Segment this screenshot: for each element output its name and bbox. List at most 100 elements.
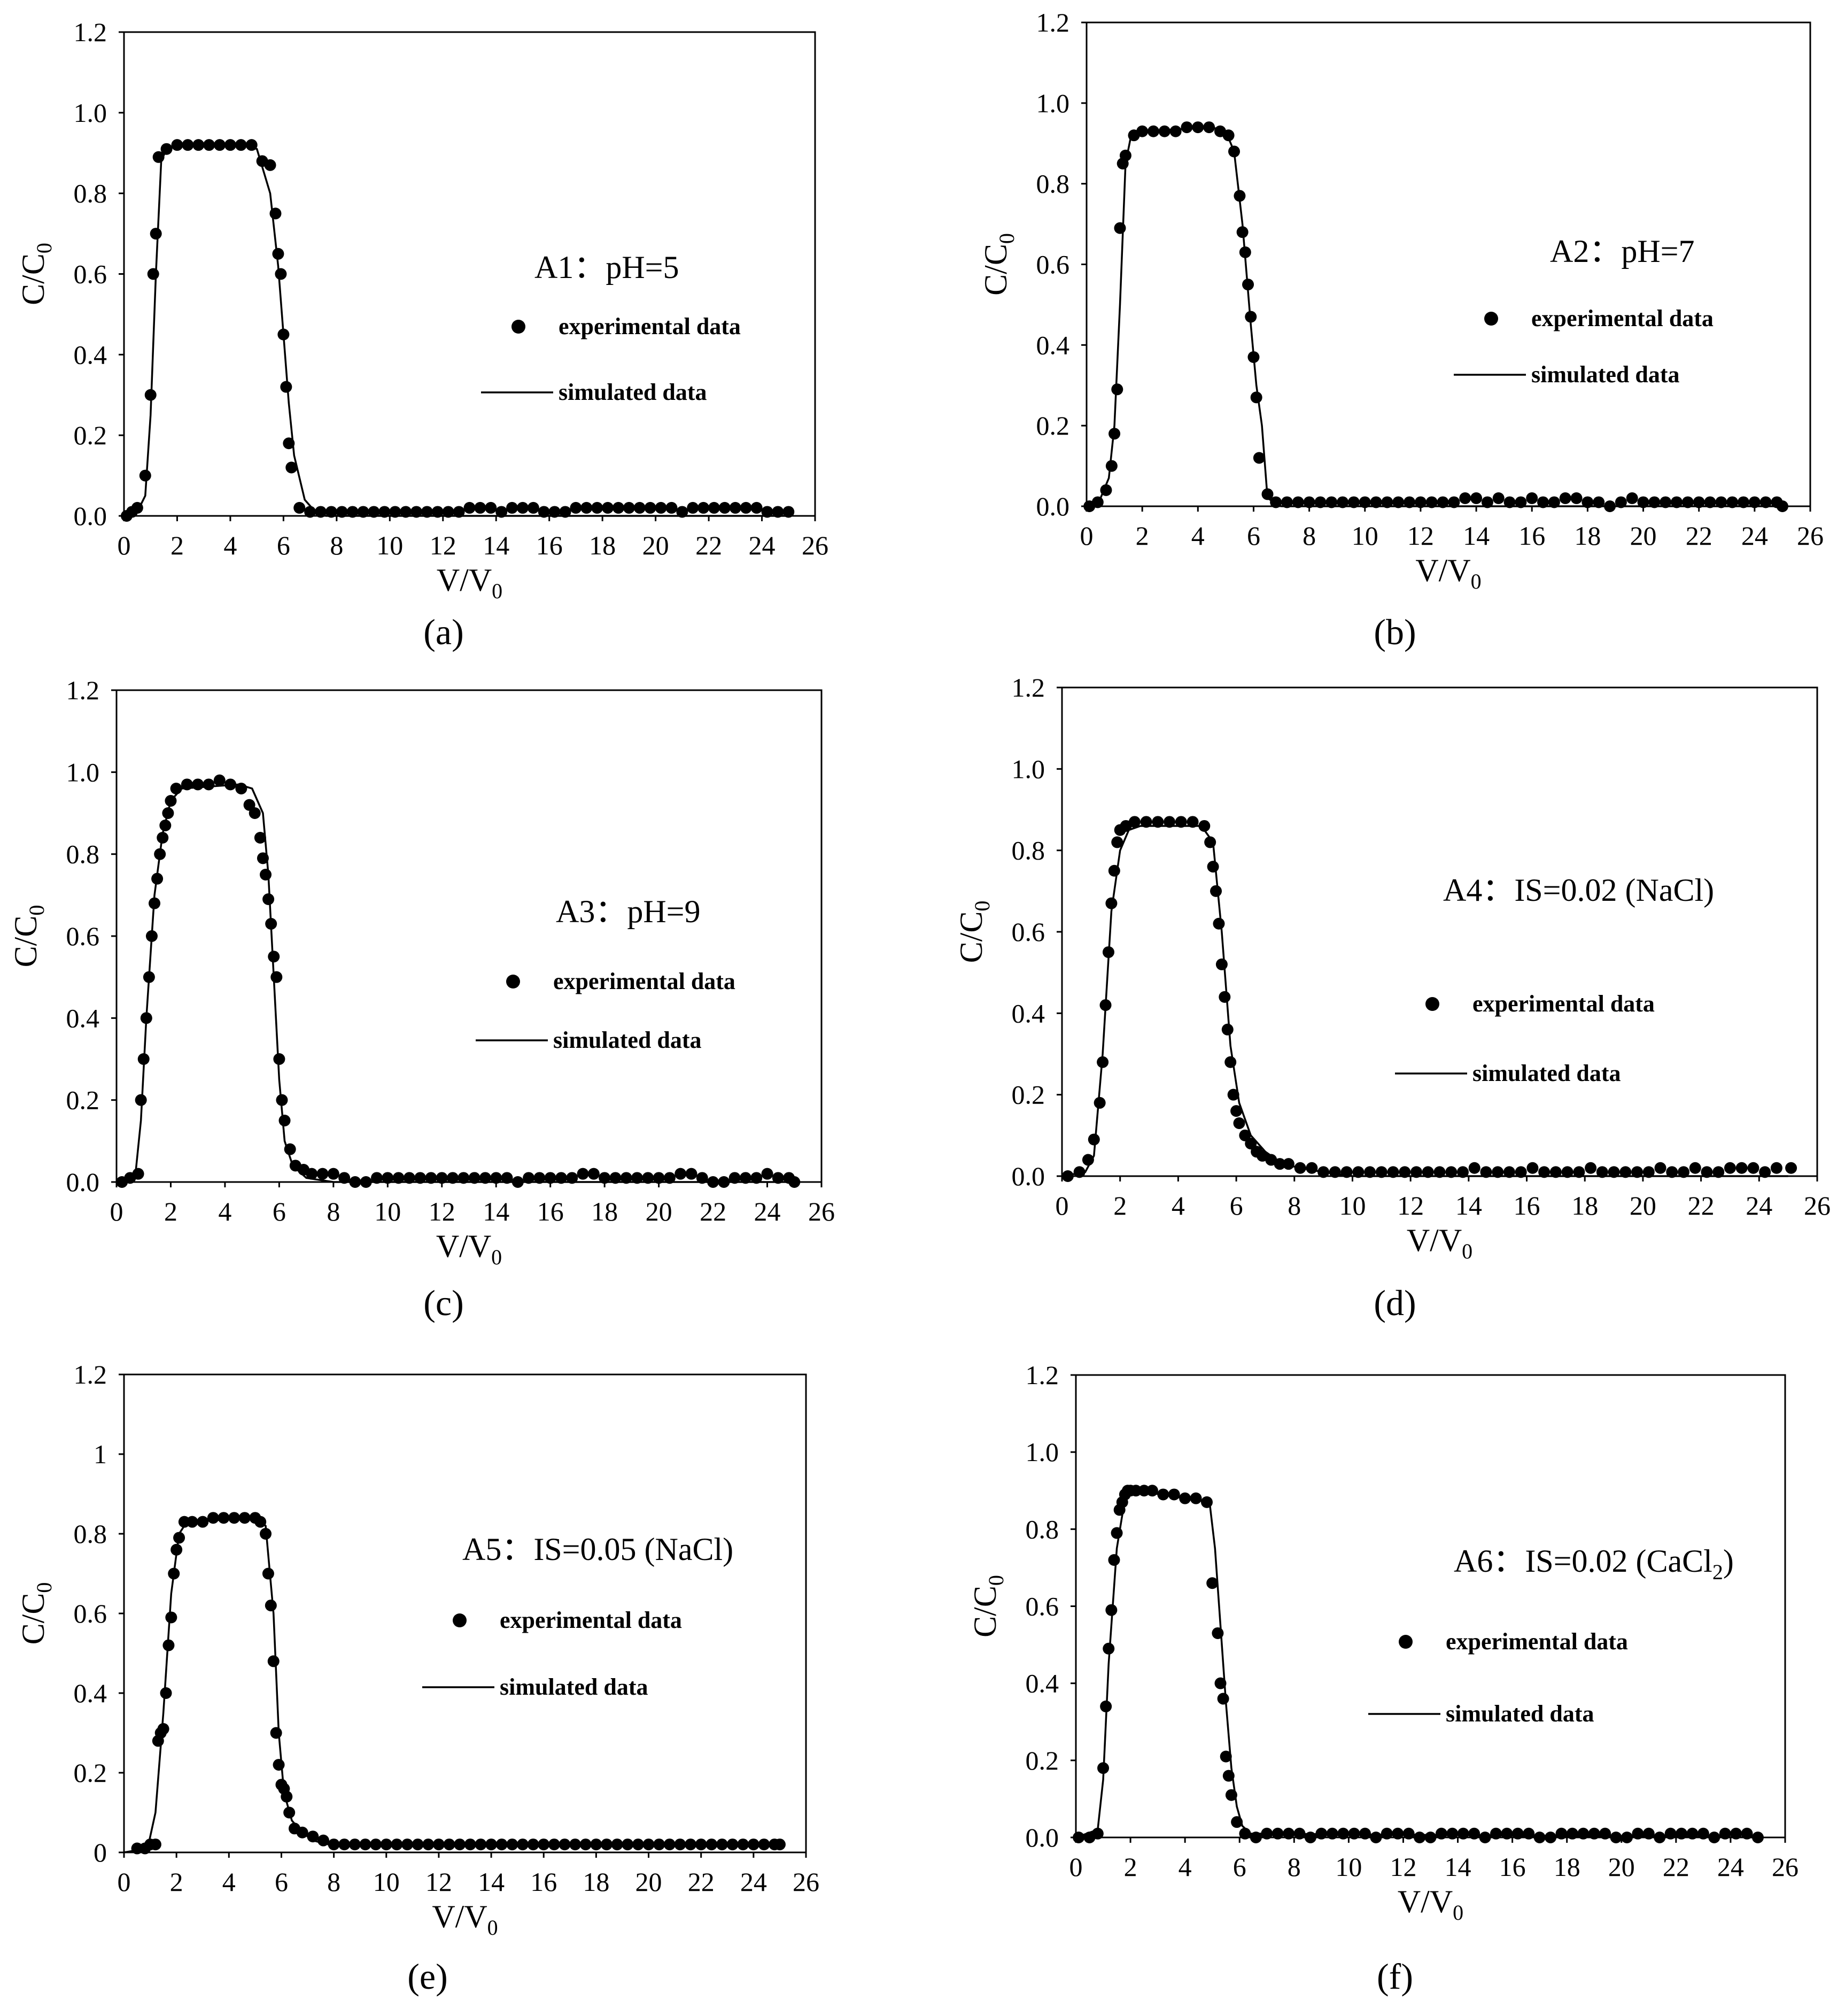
- experimental-data-point: [1730, 1827, 1742, 1840]
- experimental-data-point: [1446, 1827, 1459, 1840]
- legend-label-experimental: experimental data: [553, 968, 735, 994]
- experimental-data-point: [1735, 1162, 1748, 1174]
- experimental-data-point: [1261, 488, 1274, 500]
- x-axis-title: V/V0: [437, 562, 502, 603]
- x-tick-label: 12: [425, 1867, 452, 1897]
- y-tick-label: 0.8: [74, 179, 107, 208]
- experimental-data-point: [1105, 1604, 1118, 1616]
- experimental-data-point: [1676, 1827, 1688, 1840]
- experimental-data-point: [260, 869, 272, 880]
- experimental-data-point: [338, 1839, 351, 1851]
- x-axis-title: V/V0: [1398, 1884, 1463, 1925]
- experimental-data-point: [276, 1094, 288, 1106]
- experimental-data-point: [325, 506, 337, 518]
- experimental-data-point: [644, 501, 656, 514]
- experimental-data-point: [403, 1172, 415, 1184]
- y-tick-label: 1: [94, 1439, 107, 1469]
- experimental-data-point: [758, 1839, 770, 1851]
- experimental-data-point: [1157, 1488, 1169, 1501]
- experimental-data-point: [707, 1176, 719, 1188]
- panel-label: (f): [1377, 1956, 1413, 1997]
- experimental-data-point: [1459, 492, 1471, 504]
- experimental-data-point: [1533, 1832, 1546, 1843]
- experimental-data-point: [1274, 1158, 1286, 1170]
- x-tick-label: 14: [483, 530, 509, 560]
- experimental-data-point: [1270, 496, 1282, 508]
- experimental-data-point: [1245, 1138, 1257, 1150]
- experimental-data-point: [218, 1512, 230, 1524]
- experimental-data-point: [149, 1839, 161, 1851]
- experimental-data-point: [1326, 1827, 1338, 1840]
- experimental-data-point: [511, 1176, 524, 1188]
- y-tick-label: 1.2: [74, 17, 107, 47]
- experimental-data-point: [1206, 1577, 1219, 1589]
- experimental-data-point: [432, 1839, 445, 1851]
- experimental-data-point: [1245, 311, 1257, 323]
- experimental-data-point: [729, 501, 741, 514]
- experimental-data-point: [1511, 1827, 1524, 1840]
- experimental-data-point: [1329, 1166, 1341, 1178]
- experimental-data-point: [1402, 1827, 1415, 1840]
- experimental-data-point: [1648, 496, 1661, 508]
- panel-label: (c): [423, 1283, 463, 1323]
- x-tick-label: 10: [1335, 1852, 1362, 1882]
- experimental-data-point: [587, 1168, 600, 1180]
- experimental-data-point: [1526, 492, 1538, 504]
- x-tick-label: 0: [118, 1867, 131, 1897]
- experimental-data-point: [249, 807, 261, 819]
- experimental-data-point: [653, 1839, 665, 1851]
- legend-label-experimental: experimental data: [559, 313, 741, 339]
- y-tick-label: 0.6: [1026, 1592, 1059, 1621]
- experimental-data-point: [1091, 1827, 1104, 1840]
- experimental-data-point: [165, 1611, 177, 1624]
- x-tick-label: 16: [1499, 1852, 1526, 1882]
- experimental-data-point: [533, 1172, 546, 1184]
- experimental-data-point: [1108, 1554, 1120, 1566]
- experimental-data-point: [1108, 864, 1120, 877]
- experimental-data-point: [506, 501, 518, 514]
- experimental-data-point: [257, 852, 269, 864]
- legend-marker-experimental: [453, 1613, 467, 1627]
- legend-label-simulated: simulated data: [553, 1027, 701, 1053]
- experimental-data-point: [392, 1172, 405, 1184]
- experimental-data-point: [1247, 351, 1260, 363]
- experimental-data-point: [1111, 836, 1123, 848]
- experimental-data-point: [317, 1834, 329, 1847]
- experimental-data-point: [1103, 1642, 1115, 1655]
- experimental-data-point: [453, 506, 465, 518]
- experimental-data-point: [228, 1512, 241, 1524]
- experimental-data-point: [436, 1172, 448, 1184]
- experimental-data-point: [695, 1839, 707, 1851]
- experimental-data-point: [1549, 1166, 1562, 1178]
- experimental-data-point: [623, 501, 635, 514]
- x-tick-label: 12: [429, 1196, 455, 1226]
- experimental-data-point: [1593, 496, 1605, 508]
- experimental-data-point: [1138, 1485, 1150, 1497]
- experimental-data-point: [272, 248, 284, 260]
- x-tick-label: 12: [1407, 521, 1434, 551]
- experimental-data-point: [1490, 1827, 1502, 1840]
- experimental-data-point: [1759, 1166, 1771, 1178]
- experimental-data-point: [1538, 1166, 1551, 1178]
- experimental-data-point: [370, 1839, 382, 1851]
- condition-annotation: A4：IS=0.02 (NaCl): [1443, 872, 1714, 908]
- experimental-data-point: [1088, 1133, 1100, 1146]
- experimental-data-point: [1282, 1158, 1294, 1170]
- experimental-data-point: [1708, 1832, 1720, 1843]
- experimental-data-point: [675, 1168, 687, 1180]
- experimental-data-point: [371, 1172, 383, 1184]
- x-tick-label: 20: [635, 1867, 662, 1897]
- experimental-data-point: [1175, 816, 1187, 828]
- panel-label: (d): [1374, 1283, 1416, 1323]
- simulated-data-line: [1075, 1489, 1758, 1839]
- experimental-data-point: [1381, 496, 1393, 508]
- experimental-data-point: [268, 951, 280, 963]
- experimental-data-point: [1293, 1827, 1306, 1840]
- experimental-data-point: [696, 1172, 708, 1184]
- experimental-data-point: [140, 1012, 152, 1024]
- experimental-data-point: [1073, 1832, 1085, 1843]
- x-tick-label: 2: [1113, 1191, 1127, 1221]
- experimental-data-point: [192, 778, 204, 791]
- experimental-data-point: [1111, 1527, 1123, 1539]
- condition-annotation: A6：IS=0.02 (CaCl2): [1454, 1543, 1734, 1584]
